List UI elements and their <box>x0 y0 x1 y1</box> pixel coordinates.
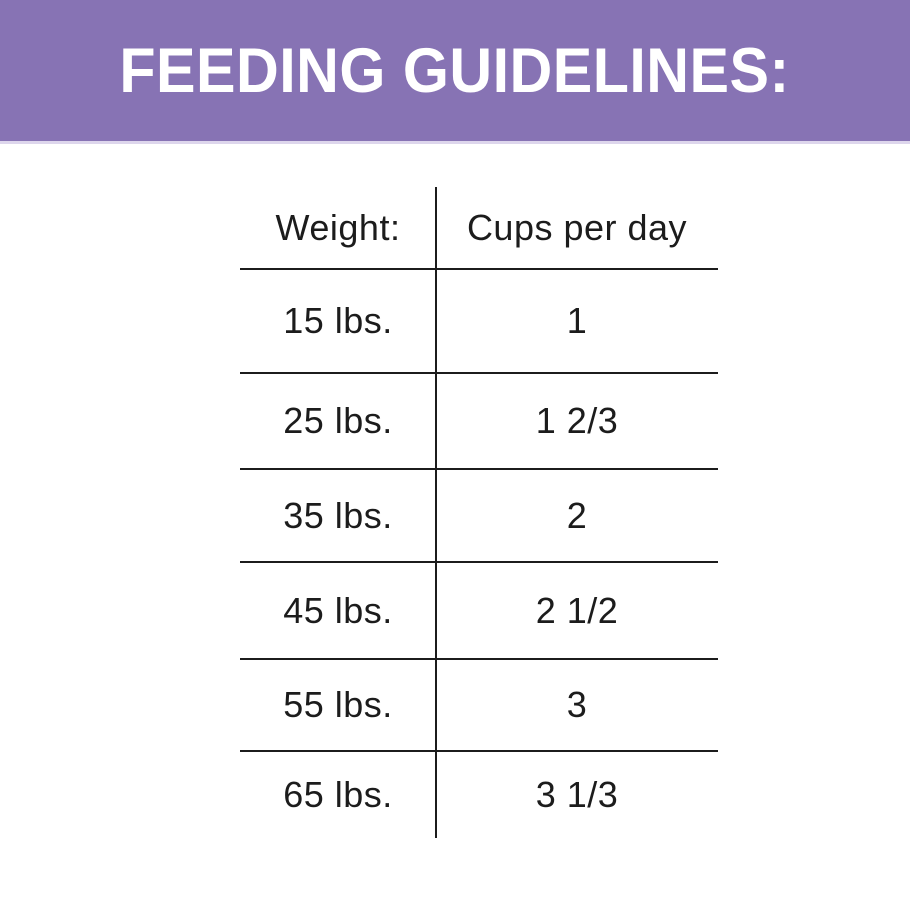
table-row: 55 lbs. 3 <box>240 660 718 752</box>
weight-cell: 65 lbs. <box>283 774 393 815</box>
weight-cell: 35 lbs. <box>283 494 393 536</box>
table-row: 25 lbs. 1 2/3 <box>240 374 718 470</box>
table-row: 15 lbs. 1 <box>240 270 718 374</box>
cups-cell: 1 <box>566 300 588 341</box>
weight-cell: 15 lbs. <box>283 300 393 341</box>
weight-cell: 55 lbs. <box>283 684 393 725</box>
cups-column-header: Cups per day <box>466 206 688 248</box>
cups-cell: 1 2/3 <box>535 400 619 441</box>
table-row: 35 lbs. 2 <box>240 470 718 563</box>
cups-cell: 3 1/3 <box>535 774 619 815</box>
column-divider-line <box>435 187 437 838</box>
table-row: 45 lbs. 2 1/2 <box>240 563 718 660</box>
feeding-guidelines-table: Weight: Cups per day 15 lbs. 1 25 lbs. 1… <box>240 187 718 838</box>
cups-cell: 2 1/2 <box>535 589 619 631</box>
weight-cell: 25 lbs. <box>283 400 393 441</box>
table-row: 65 lbs. 3 1/3 <box>240 752 718 838</box>
weight-column-header: Weight: <box>275 206 401 248</box>
weight-cell: 45 lbs. <box>283 589 393 631</box>
table-header-row: Weight: Cups per day <box>240 187 718 270</box>
page-title: FEEDING GUIDELINES: <box>119 35 791 106</box>
feeding-guidelines-banner: FEEDING GUIDELINES: <box>0 0 910 144</box>
cups-cell: 3 <box>566 684 588 725</box>
cups-cell: 2 <box>566 494 588 536</box>
